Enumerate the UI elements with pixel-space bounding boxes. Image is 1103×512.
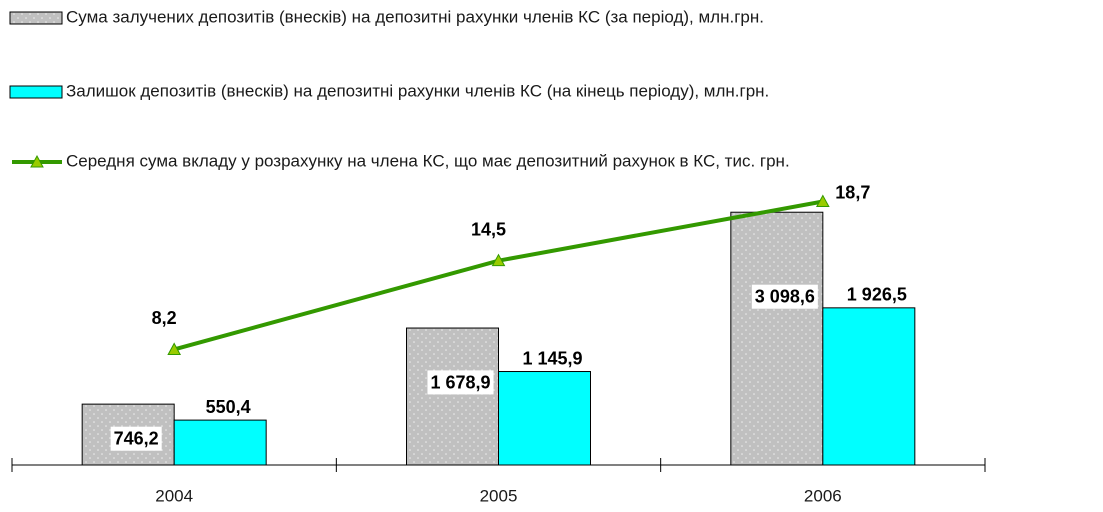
bar bbox=[498, 371, 591, 466]
data-label-bg bbox=[751, 284, 818, 309]
data-label: 746,2 bbox=[114, 429, 159, 449]
line-marker bbox=[167, 342, 182, 355]
data-label: 550,4 bbox=[206, 397, 251, 417]
x-tick-label: 2006 bbox=[804, 486, 842, 505]
legend-marker bbox=[30, 154, 44, 168]
bar bbox=[822, 307, 916, 466]
legend-label: Середня сума вкладу у розрахунку на член… bbox=[66, 151, 790, 170]
data-label: 1 926,5 bbox=[847, 285, 907, 305]
legend-swatch bbox=[9, 11, 63, 25]
bar bbox=[173, 419, 267, 466]
line-marker bbox=[815, 194, 830, 207]
line-marker bbox=[491, 253, 506, 267]
legend-swatch bbox=[9, 85, 63, 99]
data-label: 14,5 bbox=[471, 219, 506, 239]
legend-label: Сума залучених депозитів (внесків) на де… bbox=[66, 7, 764, 26]
legend-label: Залишок депозитів (внесків) на депозитні… bbox=[66, 81, 769, 100]
data-label: 18,7 bbox=[835, 182, 870, 202]
bar bbox=[730, 211, 824, 466]
data-label-bg bbox=[110, 426, 162, 451]
data-label: 1 145,9 bbox=[522, 348, 582, 368]
x-tick-label: 2005 bbox=[480, 486, 518, 505]
data-label-bg bbox=[427, 370, 494, 395]
data-label: 3 098,6 bbox=[755, 287, 815, 307]
data-label: 8,2 bbox=[152, 308, 177, 328]
bar bbox=[406, 327, 499, 466]
x-tick-label: 2004 bbox=[155, 486, 193, 505]
data-label: 1 678,9 bbox=[430, 372, 490, 392]
